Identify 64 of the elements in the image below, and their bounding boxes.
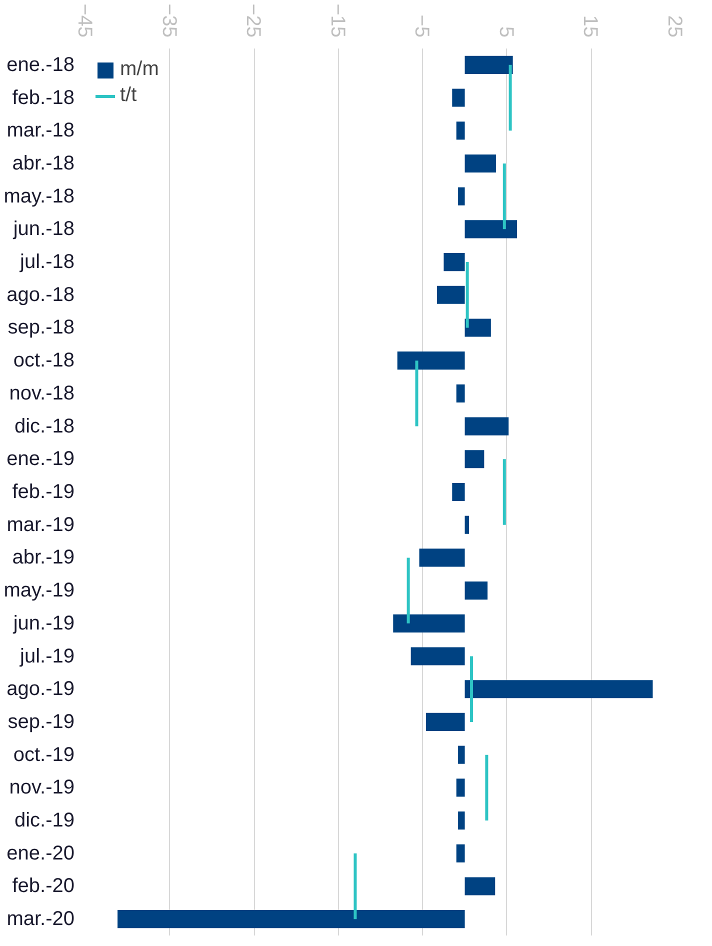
y-tick-label: ene.-20 — [6, 842, 75, 864]
y-tick-label: ago.-18 — [6, 284, 75, 306]
x-tick-label: 5 — [494, 26, 517, 38]
x-tick-label: −15 — [326, 4, 348, 38]
y-tick-label: ene.-18 — [6, 54, 75, 76]
bar — [458, 811, 465, 830]
bar — [118, 910, 465, 928]
bar — [456, 384, 465, 402]
y-tick-label: abr.-18 — [12, 152, 74, 174]
bar — [464, 417, 509, 436]
y-tick-label: dic.-19 — [14, 810, 74, 832]
y-tick-label: dic.-18 — [14, 415, 74, 438]
bar — [397, 352, 465, 370]
x-tick-label: 15 — [579, 15, 602, 38]
y-tick-label: ene.-19 — [6, 448, 75, 470]
legend-label: t/t — [120, 84, 138, 107]
y-tick-label: nov.-18 — [9, 382, 75, 404]
y-tick-label: jun.-18 — [12, 218, 75, 240]
legend-label: m/m — [120, 58, 159, 81]
bar — [458, 746, 465, 764]
bar — [464, 154, 496, 173]
y-tick-label: sep.-19 — [8, 710, 75, 733]
y-tick-label: feb.-19 — [12, 481, 74, 503]
y-tick-label: may.-18 — [4, 185, 75, 208]
y-tick-label: feb.-20 — [12, 875, 74, 898]
bar — [464, 877, 496, 896]
x-tick-label: −45 — [74, 4, 96, 38]
y-tick-label: oct.-18 — [13, 350, 75, 372]
bar — [444, 253, 465, 272]
bar — [458, 187, 465, 206]
y-tick-label: mar.-19 — [6, 514, 75, 536]
x-tick-label: −35 — [158, 4, 180, 38]
x-tick-label: 25 — [664, 15, 686, 38]
y-tick-label: mar.-20 — [6, 908, 75, 930]
y-tick-label: feb.-18 — [12, 86, 74, 109]
bar — [464, 450, 484, 468]
bar — [456, 778, 465, 797]
bar — [464, 318, 491, 337]
y-tick-label: oct.-19 — [13, 744, 75, 766]
x-tick-label: −5 — [410, 14, 433, 38]
bar — [464, 56, 513, 74]
y-tick-label: nov.-19 — [9, 776, 75, 799]
y-tick-label: ago.-19 — [6, 678, 75, 700]
bar — [464, 582, 488, 600]
y-tick-label: sep.-18 — [8, 316, 75, 339]
bar — [393, 614, 465, 632]
bar — [410, 647, 465, 666]
y-tick-label: jun.-19 — [12, 612, 75, 634]
bar — [419, 548, 465, 567]
bar — [426, 712, 465, 731]
x-tick-label: −25 — [242, 4, 264, 38]
y-tick-label: mar.-18 — [6, 120, 75, 142]
bar — [452, 482, 465, 502]
y-tick-label: jul.-19 — [19, 645, 75, 668]
y-tick-label: jul.-18 — [19, 251, 75, 274]
bar — [436, 286, 465, 304]
bar — [456, 122, 465, 140]
bar — [464, 220, 518, 238]
bar — [464, 680, 653, 698]
bar — [452, 88, 465, 107]
y-tick-label: abr.-19 — [12, 546, 74, 569]
y-tick-label: may.-19 — [4, 580, 75, 602]
bar — [456, 844, 465, 862]
bar — [464, 516, 469, 534]
